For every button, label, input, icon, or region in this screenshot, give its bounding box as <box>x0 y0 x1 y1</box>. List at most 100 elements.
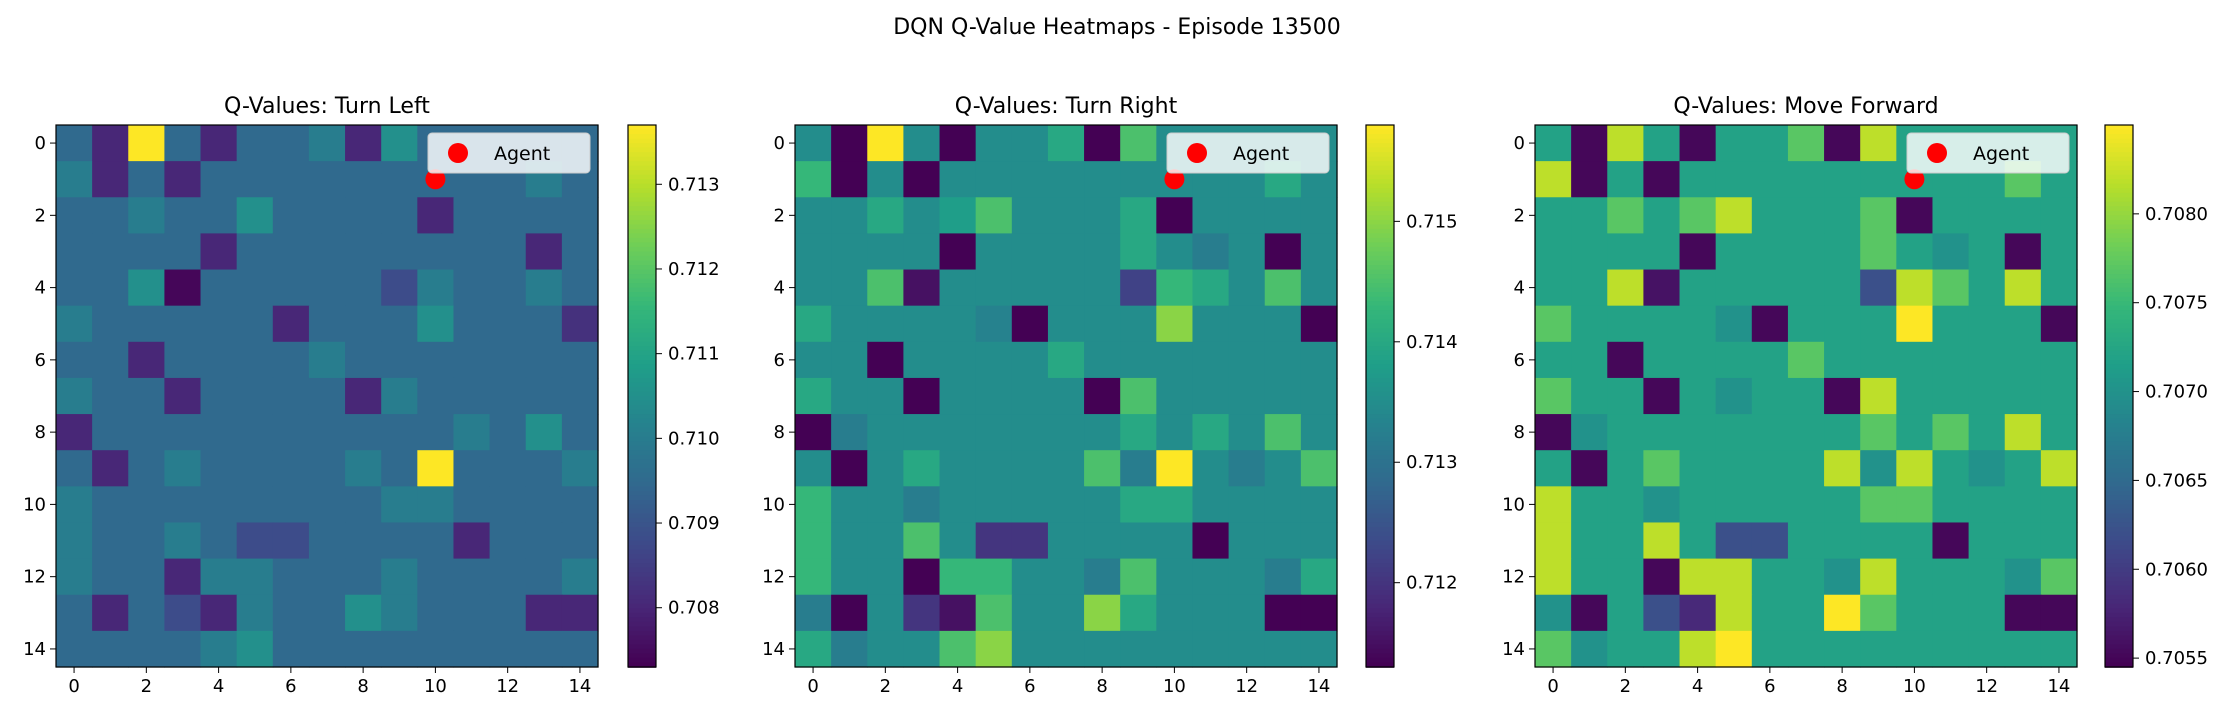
heatmap-cell <box>1120 233 1157 271</box>
heatmap-cell <box>795 161 832 198</box>
panel-title: Q-Values: Move Forward <box>1673 94 1938 119</box>
heatmap-cell <box>92 414 129 451</box>
heatmap-cell <box>1860 197 1897 234</box>
heatmap-cell <box>1751 558 1789 596</box>
heatmap-cell <box>1751 233 1789 271</box>
colorbar-segment <box>2105 143 2133 149</box>
heatmap-cell <box>1787 233 1825 271</box>
colorbar-segment <box>1366 432 1394 438</box>
heatmap-cell <box>867 269 904 307</box>
heatmap-cell <box>56 269 93 307</box>
heatmap-cell <box>1968 414 2006 451</box>
legend-label: Agent <box>1973 143 2029 165</box>
heatmap-cell <box>795 594 832 632</box>
colorbar-segment <box>2105 332 2133 339</box>
colorbar-segment <box>2105 210 2133 217</box>
heatmap-cell <box>1968 522 2006 560</box>
colorbar-segment <box>2105 563 2133 569</box>
heatmap-cell <box>1751 341 1789 379</box>
colorbar-segment <box>628 409 656 415</box>
colorbar-segment <box>2105 341 2133 348</box>
heatmap-cell <box>128 414 165 451</box>
heatmap-cell <box>1047 558 1085 596</box>
heatmap-cell <box>561 450 599 487</box>
heatmap-cell <box>1156 341 1194 379</box>
heatmap-cell <box>236 522 274 560</box>
heatmap-cell <box>561 377 599 415</box>
colorbar-segment <box>2105 621 2133 628</box>
colorbar-tick-label: 0.713 <box>668 174 720 195</box>
heatmap-cell <box>1896 594 1934 632</box>
heatmap-cell <box>561 305 599 343</box>
heatmap-panel-2: Q-Values: Turn Right 0 2 4 6 8 10 12 14 0 2 4 6 8 10 12… <box>762 94 1457 697</box>
heatmap-cell <box>1968 197 2006 234</box>
colorbar-segment <box>628 563 656 569</box>
heatmap-cell <box>1860 269 1897 307</box>
heatmap-cell <box>1860 377 1897 415</box>
heatmap-cell <box>1679 161 1717 198</box>
colorbar-segment <box>628 639 656 646</box>
colorbar-segment <box>1366 215 1394 221</box>
heatmap-cell <box>345 594 382 632</box>
colorbar-segment <box>628 463 656 470</box>
colorbar-segment <box>1366 201 1394 208</box>
colorbar-segment <box>1366 499 1394 506</box>
heatmap-cell <box>1571 558 1608 596</box>
agent-marker <box>1164 169 1185 190</box>
heatmap-cell <box>939 450 977 487</box>
colorbar-segment <box>1366 219 1394 226</box>
colorbar-segment <box>628 531 656 537</box>
heatmap-cell <box>417 341 455 379</box>
x-tick-label: 14 <box>1307 676 1330 697</box>
colorbar-segment <box>1366 134 1394 140</box>
heatmap-cell <box>1787 630 1825 668</box>
heatmap-cell <box>308 197 346 234</box>
heatmap-cell <box>1932 305 1970 343</box>
colorbar-segment <box>628 644 656 650</box>
heatmap-cell <box>1824 197 1861 234</box>
legend-box <box>1906 132 2070 174</box>
heatmap-cell <box>1571 522 1608 560</box>
colorbar-segment <box>2105 233 2133 239</box>
y-tick-label: 2 <box>35 205 46 226</box>
heatmap-cell <box>236 450 274 487</box>
heatmap-cell <box>128 522 165 560</box>
colorbar-segment <box>2105 138 2133 144</box>
heatmap-cell <box>200 305 238 343</box>
heatmap-cell <box>1860 233 1897 271</box>
colorbar-segment <box>1366 463 1394 470</box>
heatmap-cell <box>236 594 274 632</box>
heatmap-cell <box>2040 522 2078 560</box>
heatmap-cell <box>1228 522 1266 560</box>
heatmap-cell <box>795 558 832 596</box>
heatmap-cell <box>272 377 310 415</box>
heatmap-cell <box>1156 414 1194 451</box>
heatmap-cell <box>561 522 599 560</box>
heatmap-cell <box>381 197 418 234</box>
heatmap-cell <box>92 522 129 560</box>
figure-title: DQN Q-Value Heatmaps - Episode 13500 <box>893 15 1341 40</box>
y-tick-label: 8 <box>1514 422 1525 443</box>
heatmap-cell <box>525 377 563 415</box>
heatmap-cell <box>1011 125 1049 162</box>
colorbar-segment <box>2105 572 2133 578</box>
colorbar-segment <box>2105 657 2133 664</box>
heatmap-cell <box>345 269 382 307</box>
colorbar-segment <box>1366 549 1394 555</box>
heatmap-cell <box>308 341 346 379</box>
heatmap-cell <box>1084 197 1121 234</box>
heatmap-cell <box>831 594 868 632</box>
heatmap-cell <box>1120 305 1157 343</box>
colorbar-segment <box>2105 450 2133 456</box>
heatmap-cell <box>417 522 455 560</box>
heatmap-cell <box>489 630 527 668</box>
heatmap-cell <box>939 594 977 632</box>
heatmap-cell <box>92 450 129 487</box>
colorbar-segment <box>1366 617 1394 623</box>
heatmap-cell <box>56 558 93 596</box>
heatmap-cell <box>1787 305 1825 343</box>
heatmap-cell <box>489 414 527 451</box>
heatmap-cell <box>1535 377 1572 415</box>
heatmap-cell <box>381 522 418 560</box>
colorbar-segment <box>2105 301 2133 307</box>
